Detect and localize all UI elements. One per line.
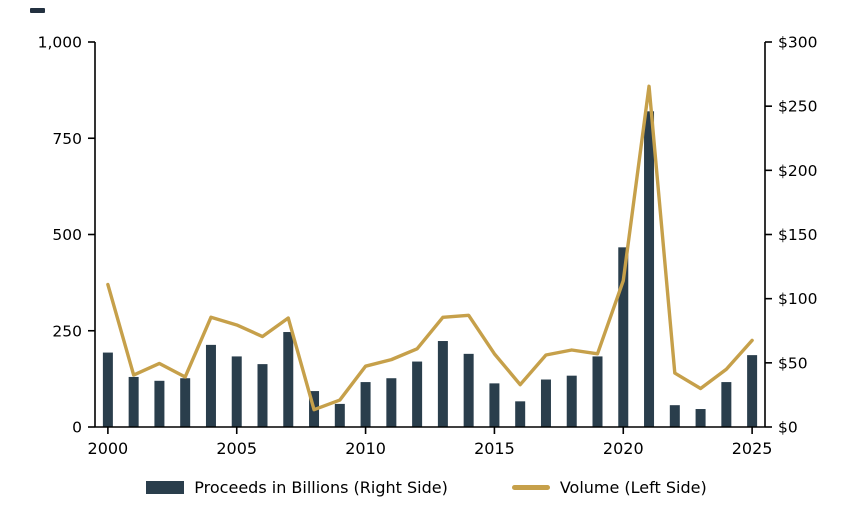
proceeds-bar-2016 — [515, 401, 526, 427]
volume-line — [106, 84, 754, 412]
right-axis-label: $50 — [778, 354, 808, 372]
proceeds-bar-2015 — [489, 383, 500, 427]
proceeds-bar-2024 — [721, 382, 732, 427]
legend-item-proceeds: Proceeds in Billions (Right Side) — [146, 478, 448, 497]
proceeds-bar-2007 — [283, 332, 294, 427]
x-axis-label: 2025 — [732, 439, 773, 458]
proceeds-bar-2012 — [412, 361, 423, 427]
ipo-proceeds-volume-chart: 0 250 500 750 1,000 $0 $50 $100 $150 $200 $250 $300… — [38, 34, 818, 459]
proceeds-bar-2020 — [618, 247, 629, 427]
proceeds-bar-2009 — [334, 403, 345, 427]
proceeds-bar-2021 — [644, 111, 655, 428]
proceeds-bar-2022 — [669, 405, 680, 427]
proceeds-bar-2017 — [540, 379, 551, 427]
proceeds-bar-2014 — [463, 353, 474, 427]
volume-line-swatch — [511, 485, 550, 490]
proceeds-bar-2000 — [102, 352, 113, 427]
left-axis-label: 500 — [52, 226, 82, 244]
proceeds-bar-swatch — [146, 481, 185, 494]
proceeds-bar-2025 — [747, 355, 758, 427]
x-axis-label: 2020 — [603, 439, 644, 458]
chart-legend: Proceeds in Billions (Right Side) Volume… — [0, 478, 853, 497]
proceeds-bar-2011 — [386, 378, 397, 427]
x-axis-label: 2015 — [474, 439, 515, 458]
right-axis-label: $300 — [778, 34, 817, 52]
proceeds-bar-2002 — [154, 380, 165, 427]
right-axis-label: $0 — [778, 419, 798, 437]
legend-item-volume: Volume (Left Side) — [511, 478, 707, 497]
left-axis-label: 750 — [52, 130, 82, 148]
x-axis-label: 2010 — [345, 439, 386, 458]
right-axis-label: $150 — [778, 226, 817, 244]
proceeds-bar-2013 — [437, 341, 448, 427]
proceeds-bar-2005 — [231, 356, 242, 427]
corner-mark — [30, 8, 45, 13]
left-axis-label: 250 — [52, 322, 82, 340]
right-axis-label: $250 — [778, 98, 817, 116]
proceeds-bar-2019 — [592, 356, 603, 427]
x-axis-label: 2000 — [88, 439, 129, 458]
left-axis-label: 0 — [72, 419, 82, 437]
proceeds-bar-2004 — [205, 344, 216, 427]
volume-legend-label: Volume (Left Side) — [559, 478, 707, 497]
proceeds-bar-2023 — [695, 409, 706, 427]
proceeds-bar-2010 — [360, 382, 371, 427]
proceeds-bar-2003 — [180, 378, 191, 427]
right-axis-label: $200 — [778, 162, 817, 180]
proceeds-legend-label: Proceeds in Billions (Right Side) — [194, 478, 448, 497]
left-axis-label: 1,000 — [38, 34, 82, 52]
proceeds-bar-2006 — [257, 364, 268, 427]
proceeds-bar-2018 — [566, 375, 577, 427]
x-axis-label: 2005 — [216, 439, 257, 458]
right-axis-label: $100 — [778, 290, 817, 308]
proceeds-bar-2001 — [128, 376, 139, 427]
